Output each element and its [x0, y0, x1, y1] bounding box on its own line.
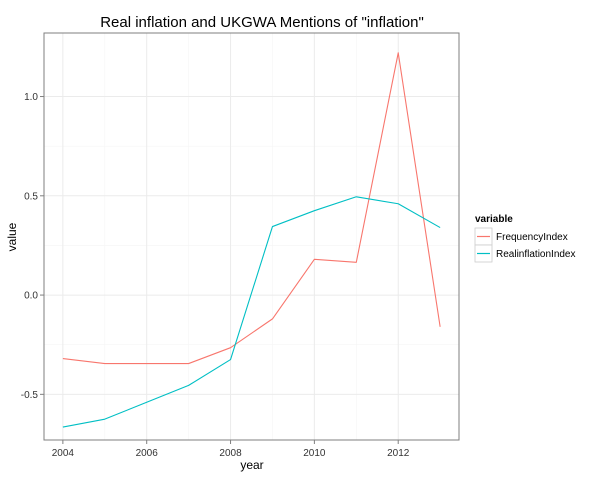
grid [44, 33, 459, 440]
legend-label: FrequencyIndex [496, 232, 568, 243]
y-axis-title: value [5, 222, 19, 251]
series-layer [62, 52, 441, 428]
x-tick-label: 2008 [219, 448, 242, 459]
x-axis-title: year [240, 458, 263, 472]
y-tick-label: 0.5 [24, 191, 38, 202]
chart-title: Real inflation and UKGWA Mentions of "in… [100, 14, 424, 31]
legend: variable FrequencyIndex RealinflationInde… [474, 214, 576, 263]
x-tick-label: 2006 [136, 448, 159, 459]
y-tick-label: 0.0 [24, 291, 38, 302]
series-line-realinflationindex [62, 196, 441, 428]
y-tick-label: 1.0 [24, 92, 38, 103]
x-tick-label: 2012 [387, 448, 410, 459]
y-axis: -0.5 0.0 0.5 1.0 [21, 92, 44, 401]
legend-label: RealinflationIndex [496, 249, 576, 260]
x-axis: 2004 2006 2008 2010 2012 [52, 440, 410, 459]
x-tick-label: 2010 [303, 448, 326, 459]
x-tick-label: 2004 [52, 448, 75, 459]
series-line-frequencyindex [62, 52, 441, 365]
plot-panel-border [43, 32, 460, 441]
plot-background [44, 33, 459, 440]
y-tick-label: -0.5 [21, 390, 39, 401]
legend-title: variable [475, 214, 513, 225]
